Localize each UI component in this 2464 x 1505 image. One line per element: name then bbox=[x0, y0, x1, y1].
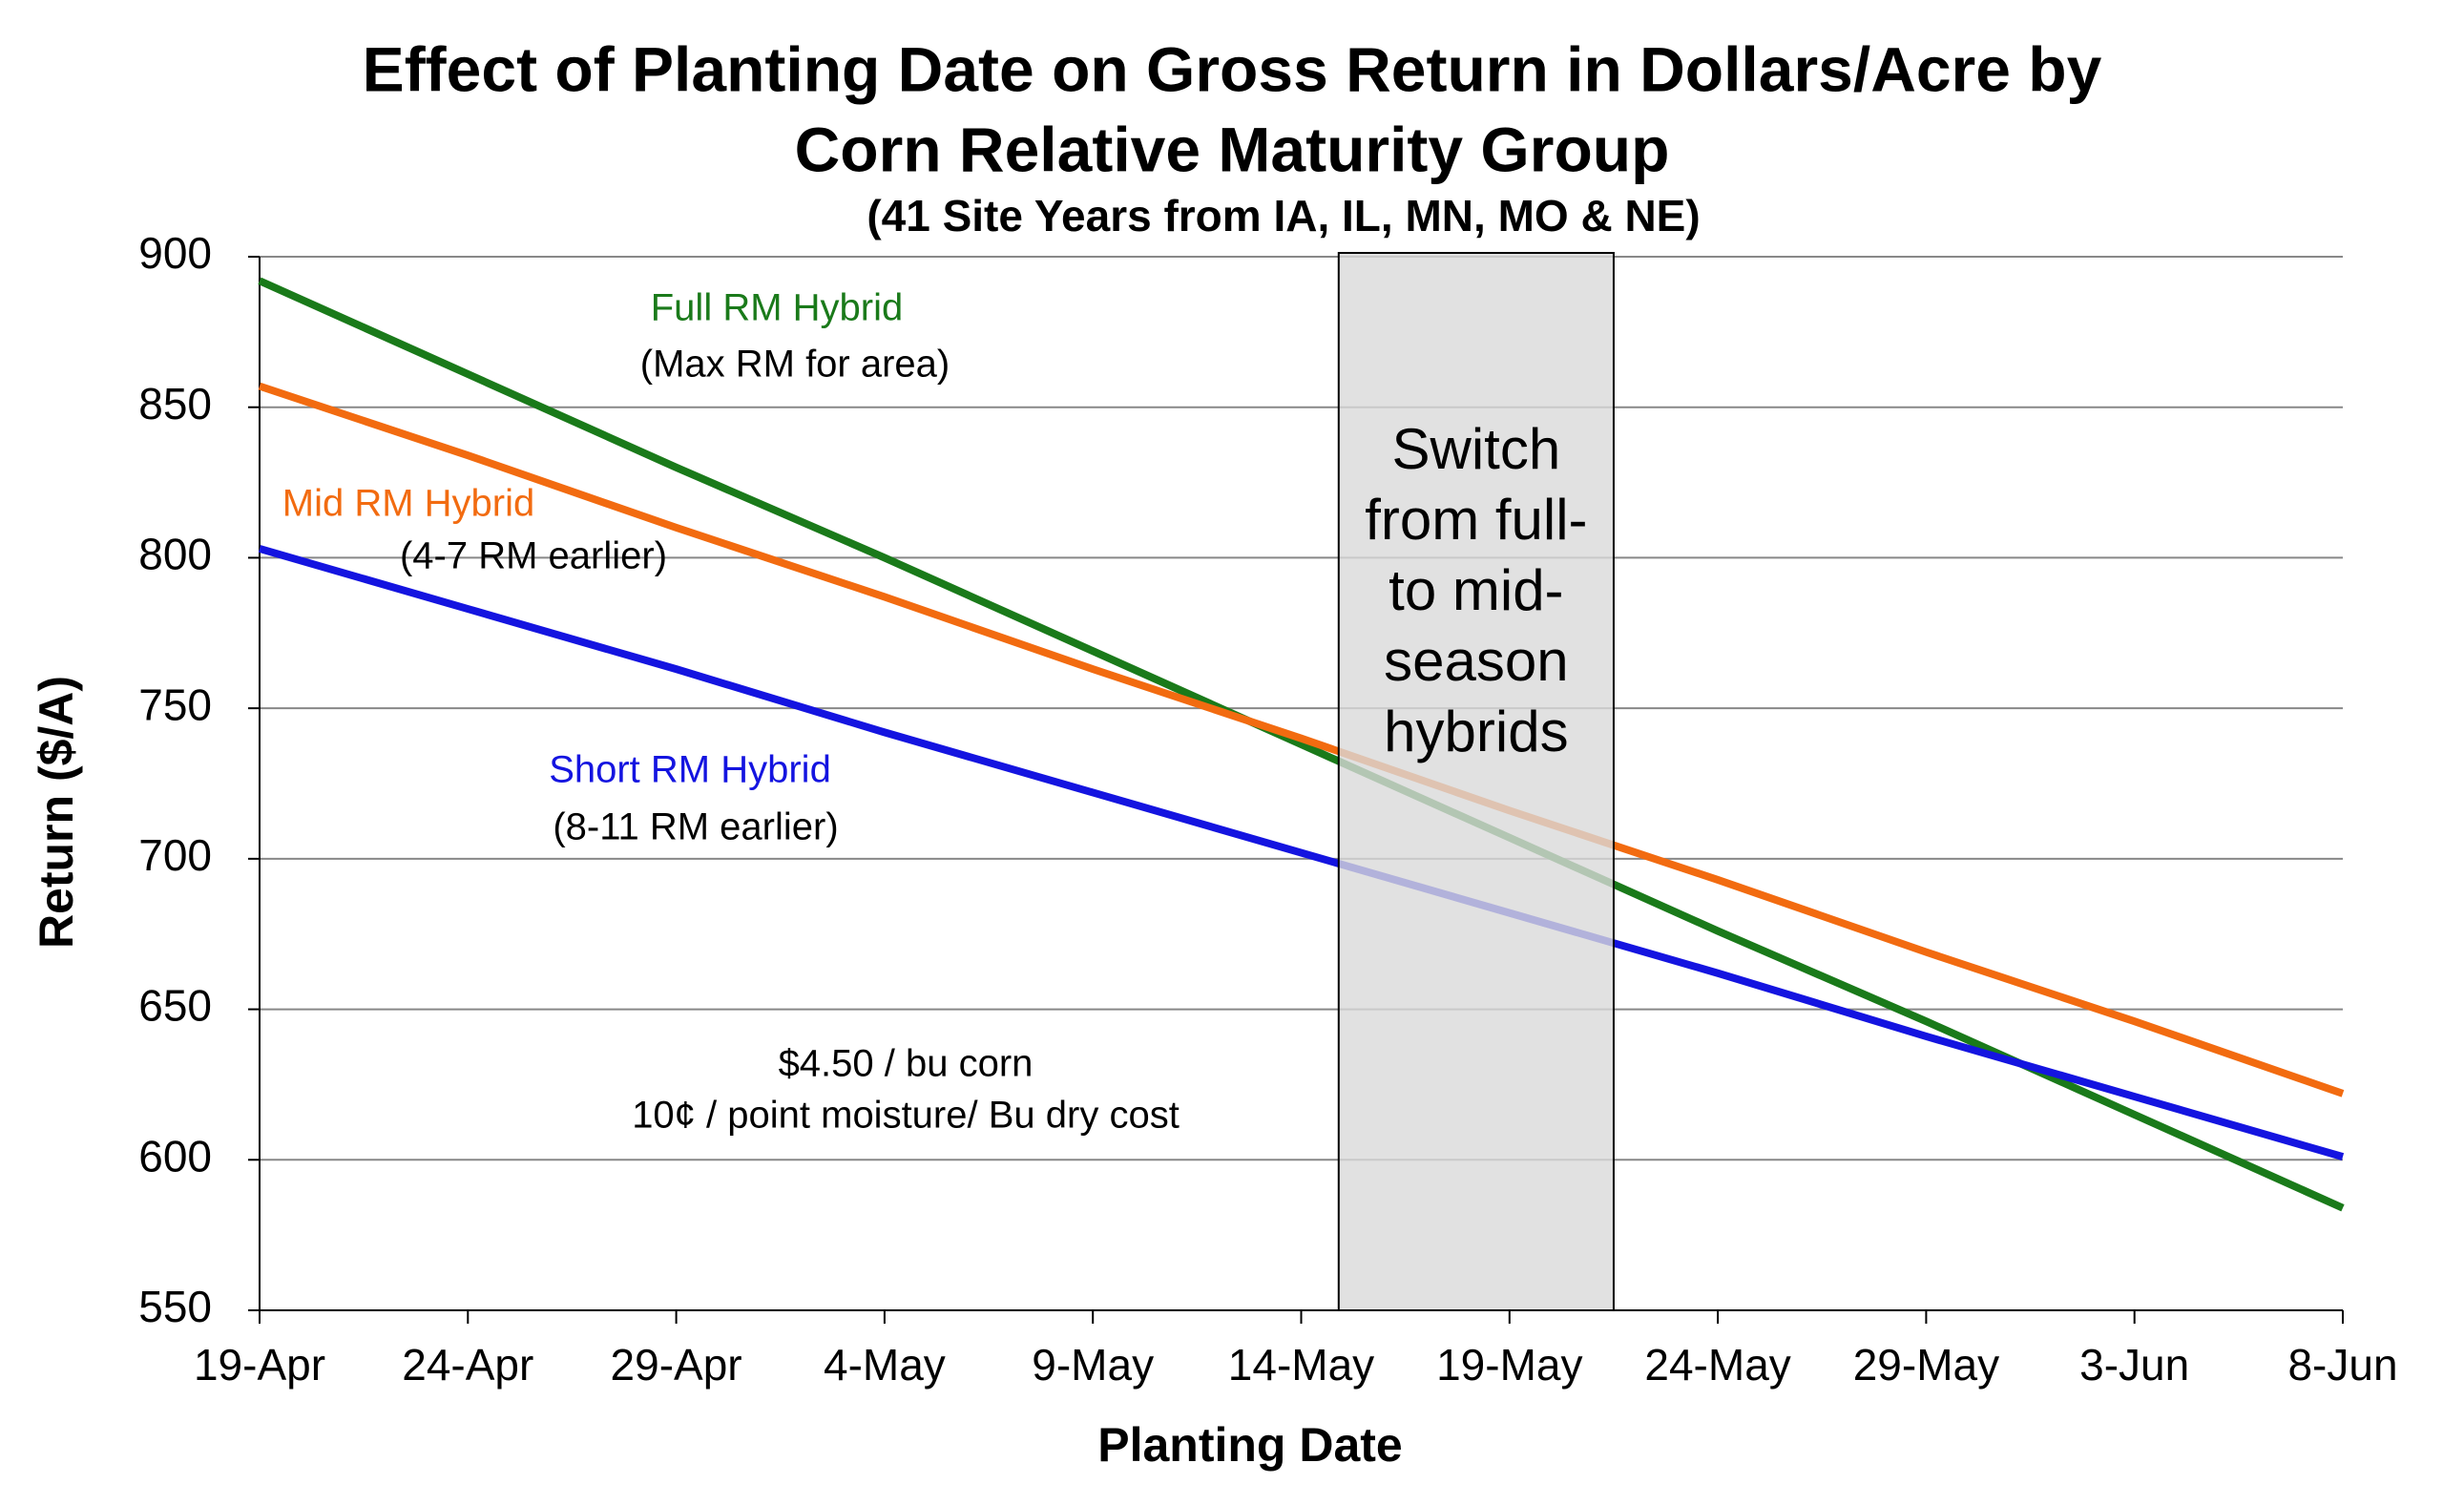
y-tick-label: 600 bbox=[138, 1131, 212, 1181]
y-tick-label: 850 bbox=[138, 379, 212, 429]
series-line bbox=[258, 545, 2345, 1160]
band-text: hybrids bbox=[1384, 700, 1568, 763]
x-tick-label: 3-Jun bbox=[2079, 1340, 2189, 1390]
y-tick-label: 700 bbox=[138, 830, 212, 880]
band-text: Switch bbox=[1392, 417, 1561, 481]
series-line bbox=[258, 277, 2345, 1212]
series-label: Full RM Hybrid bbox=[651, 287, 903, 329]
x-axis-title: Planting Date bbox=[1097, 1418, 1402, 1472]
x-tick-label: 4-May bbox=[824, 1340, 946, 1390]
chart-title: Corn Relative Maturity Group bbox=[795, 114, 1670, 184]
series-note: (8-11 RM earlier) bbox=[553, 806, 838, 848]
x-tick-label: 29-Apr bbox=[611, 1340, 742, 1390]
series-label: Short RM Hybrid bbox=[549, 749, 831, 791]
band-text: season bbox=[1384, 629, 1568, 693]
y-tick-label: 800 bbox=[138, 530, 212, 579]
x-tick-label: 24-Apr bbox=[402, 1340, 533, 1390]
x-tick-label: 19-Apr bbox=[194, 1340, 325, 1390]
band-text: to mid- bbox=[1389, 558, 1563, 622]
x-tick-label: 8-Jun bbox=[2287, 1340, 2397, 1390]
note: $4.50 / bu corn bbox=[779, 1043, 1034, 1085]
chart-subtitle: (41 Site Years from IA, IL, MN, MO & NE) bbox=[867, 191, 1700, 240]
series-note: (Max RM for area) bbox=[640, 344, 950, 386]
x-tick-label: 29-May bbox=[1853, 1340, 1999, 1390]
y-tick-label: 750 bbox=[138, 679, 212, 729]
y-axis-title: Return ($/A) bbox=[30, 676, 83, 949]
series-label: Mid RM Hybrid bbox=[282, 483, 534, 525]
y-tick-label: 550 bbox=[138, 1282, 212, 1331]
series-line bbox=[258, 382, 2345, 1097]
series-note: (4-7 RM earlier) bbox=[400, 535, 667, 577]
x-tick-label: 9-May bbox=[1032, 1340, 1154, 1390]
band-text: from full- bbox=[1365, 488, 1587, 552]
chart-title: Effect of Planting Date on Gross Return … bbox=[363, 33, 2102, 104]
note: 10¢ / point moisture/ Bu dry cost bbox=[632, 1095, 1180, 1137]
x-tick-label: 24-May bbox=[1644, 1340, 1790, 1390]
x-tick-label: 19-May bbox=[1436, 1340, 1582, 1390]
y-tick-label: 650 bbox=[138, 981, 212, 1031]
shaded-band bbox=[1337, 252, 1615, 1311]
x-tick-label: 14-May bbox=[1228, 1340, 1374, 1390]
y-tick-label: 900 bbox=[138, 228, 212, 278]
